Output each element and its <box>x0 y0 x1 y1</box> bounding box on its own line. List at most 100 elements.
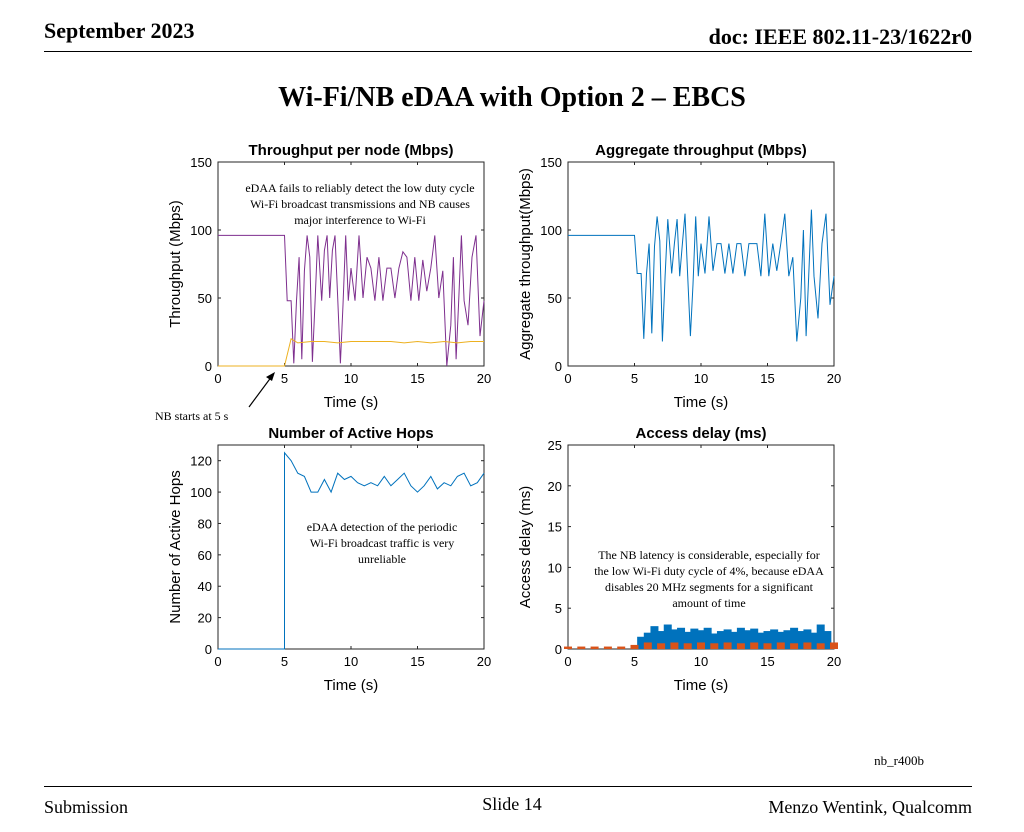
delay-bar <box>710 643 719 649</box>
x-tick-label: 0 <box>564 654 571 669</box>
chart-throughput: 0 5 10 15 20 0 50 100 150 Throughput per node (Mb… <box>167 142 491 411</box>
delay-bar <box>776 631 785 649</box>
plot-area <box>567 161 835 367</box>
delay-bar <box>730 631 739 649</box>
y-tick-label: 120 <box>190 454 212 469</box>
y-tick-label: 5 <box>555 601 562 616</box>
x-tick-label: 5 <box>281 371 288 386</box>
x-tick-label: 20 <box>827 654 841 669</box>
delay-bar <box>763 643 772 649</box>
delay-bar <box>810 632 819 649</box>
delay-bar <box>770 629 779 649</box>
delay-bar <box>603 646 612 649</box>
delay-bar <box>743 630 752 649</box>
delay-bar <box>736 627 745 649</box>
delay-bar <box>697 642 705 649</box>
y-tick-label: 0 <box>205 642 212 657</box>
x-axis-label: Time (s) <box>324 677 378 694</box>
delay-bar <box>643 632 652 649</box>
x-tick-label: 0 <box>564 371 571 386</box>
delay-bar <box>803 629 812 649</box>
x-tick-label: 15 <box>410 371 424 386</box>
delay-bar <box>677 627 686 649</box>
y-tick-label: 100 <box>190 485 212 500</box>
delay-bar <box>637 636 646 649</box>
x-tick-label: 15 <box>760 371 774 386</box>
x-tick-label: 5 <box>281 654 288 669</box>
delay-bar <box>750 628 759 649</box>
delay-bar <box>830 642 838 649</box>
delay-bar <box>703 627 712 649</box>
delay-bar <box>756 632 765 649</box>
y-tick-label: 50 <box>198 291 212 306</box>
delay-bar <box>683 631 692 649</box>
hops-annotation: eDAA detection of the periodic Wi-Fi bro… <box>306 520 458 566</box>
chart-title: Aggregate throughput (Mbps) <box>595 142 807 159</box>
delay-bar <box>670 629 679 649</box>
y-tick-label: 100 <box>190 223 212 238</box>
delay-bar <box>697 630 705 649</box>
slide-title: Wi-Fi/NB eDAA with Option 2 – EBCS <box>278 82 746 113</box>
delay-bar <box>657 643 666 649</box>
x-axis-label: Time (s) <box>674 677 728 694</box>
x-tick-label: 20 <box>477 371 491 386</box>
x-tick-label: 20 <box>827 371 841 386</box>
header-doc-id: doc: IEEE 802.11-23/1622r0 <box>708 24 972 49</box>
delay-bar <box>790 643 799 649</box>
delay-bar <box>723 642 732 649</box>
y-tick-label: 15 <box>548 520 562 535</box>
x-tick-label: 15 <box>760 654 774 669</box>
chart-title: Throughput per node (Mbps) <box>249 142 454 159</box>
delay-bar <box>750 642 759 649</box>
figure-id: nb_r400b <box>874 753 924 768</box>
delay-bar <box>617 646 626 649</box>
y-axis-label: Access delay (ms) <box>517 486 534 609</box>
x-axis-label: Time (s) <box>324 394 378 411</box>
y-tick-label: 25 <box>548 438 562 453</box>
x-tick-label: 20 <box>477 654 491 669</box>
chart-title: Access delay (ms) <box>636 425 767 442</box>
y-axis-label: Number of Active Hops <box>167 470 184 623</box>
arrow-shaft <box>248 375 273 408</box>
delay-bar <box>670 642 679 649</box>
footer-rule <box>44 786 972 787</box>
delay-bar <box>776 642 785 649</box>
delay-bar <box>690 628 699 649</box>
x-tick-label: 5 <box>631 654 638 669</box>
y-tick-label: 0 <box>205 359 212 374</box>
delay-bar <box>577 646 586 649</box>
y-tick-label: 60 <box>198 548 212 563</box>
delay-bar <box>763 631 772 649</box>
y-tick-label: 20 <box>198 611 212 626</box>
delay-bar <box>796 631 805 649</box>
series-line-0 <box>568 209 835 342</box>
delay-bar <box>643 642 652 649</box>
chart-hops: 0 5 10 15 20 0 20 40 60 80 100 120 Number of Active … <box>167 425 491 694</box>
series-line-1 <box>218 338 484 367</box>
delay-bar <box>564 646 572 649</box>
delay-bar <box>816 624 825 649</box>
delay-bar <box>650 626 659 649</box>
footer-author: Menzo Wentink, Qualcomm <box>768 797 972 817</box>
delay-bar <box>710 633 719 649</box>
delay-bar <box>823 631 832 649</box>
delay-bar <box>590 646 599 649</box>
delay-bar <box>716 631 725 649</box>
x-tick-label: 0 <box>214 654 221 669</box>
plot-area <box>217 161 485 367</box>
header-rule <box>44 51 972 52</box>
delay-bar <box>783 630 792 649</box>
delay-bar <box>803 642 812 649</box>
delay-bar <box>723 629 732 649</box>
x-tick-label: 10 <box>344 371 358 386</box>
y-tick-label: 80 <box>198 516 212 531</box>
delay-bar <box>790 627 799 649</box>
x-axis-label: Time (s) <box>674 394 728 411</box>
delay-bar <box>657 631 666 649</box>
y-tick-label: 100 <box>540 223 562 238</box>
footer-submission: Submission <box>44 797 129 817</box>
x-tick-label: 10 <box>694 654 708 669</box>
chart-title: Number of Active Hops <box>268 425 433 442</box>
delay-bar <box>683 643 692 649</box>
